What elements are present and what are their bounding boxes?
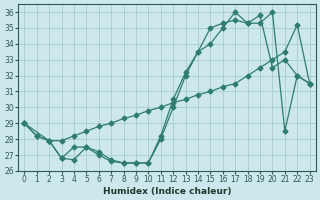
X-axis label: Humidex (Indice chaleur): Humidex (Indice chaleur) (103, 187, 231, 196)
